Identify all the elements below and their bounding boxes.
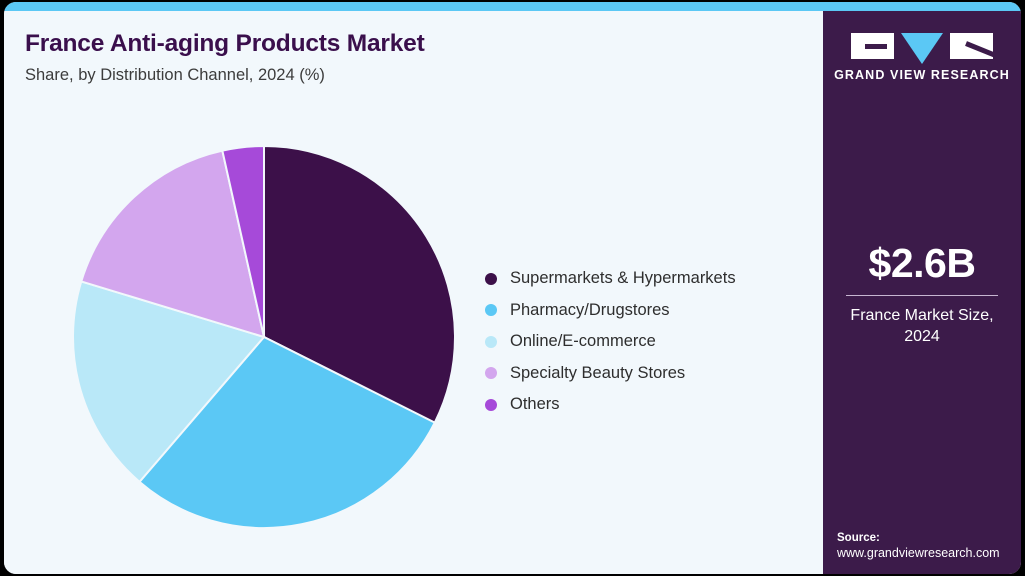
legend-label: Pharmacy/Drugstores [510,300,670,319]
stat-divider [846,295,998,296]
top-accent-bar [4,2,1021,11]
pie-slice [221,145,265,338]
legend-color-swatch-icon [485,335,497,348]
legend-label: Specialty Beauty Stores [510,363,686,382]
legend-item[interactable]: Online/E-commerce [485,326,736,358]
legend-item[interactable]: Pharmacy/Drugstores [485,295,736,327]
brand-logo: GRAND VIEW RESEARCH [823,33,1021,82]
stat-caption: France Market Size, 2024 [850,307,994,346]
legend-color-swatch-icon [485,272,497,285]
logo-marks [823,33,1021,64]
page-title: France Anti-aging Products Market [25,30,425,57]
legend-color-swatch-icon [485,304,497,317]
legend-label: Supermarkets & Hypermarkets [510,269,736,288]
pie-slice [80,149,266,339]
legend-color-swatch-icon [485,367,497,380]
infographic-card: France Anti-aging Products Market Share,… [4,2,1021,574]
pie-slice [138,335,437,529]
sidebar-panel: GRAND VIEW RESEARCH $2.6B France Market … [823,11,1021,574]
pie-slice [72,280,266,484]
pie-chart [72,145,456,529]
chart-legend: Supermarkets & Hypermarkets Pharmacy/Drug… [485,263,736,421]
legend-item[interactable]: Others [485,389,736,421]
legend-item[interactable]: Supermarkets & Hypermarkets [485,263,736,295]
stat-value: $2.6B [868,240,976,286]
source-block: Source: www.grandviewresearch.com [837,532,1013,560]
logo-r-icon [950,33,993,59]
source-label: Source: [837,532,880,544]
legend-color-swatch-icon [485,398,497,411]
page-subtitle: Share, by Distribution Channel, 2024 (%) [25,66,325,84]
legend-label: Others [510,395,560,414]
legend-label: Online/E-commerce [510,332,656,351]
logo-g-icon [851,33,894,59]
pie-slice [263,145,456,424]
legend-item[interactable]: Specialty Beauty Stores [485,358,736,390]
brand-name: GRAND VIEW RESEARCH [834,68,1010,82]
pie-chart-svg [72,145,456,529]
chart-panel: France Anti-aging Products Market Share,… [4,11,823,574]
market-size-stat: $2.6B France Market Size, 2024 [823,243,1021,347]
logo-v-triangle-icon [901,33,943,64]
source-url: www.grandviewresearch.com [837,546,1000,560]
